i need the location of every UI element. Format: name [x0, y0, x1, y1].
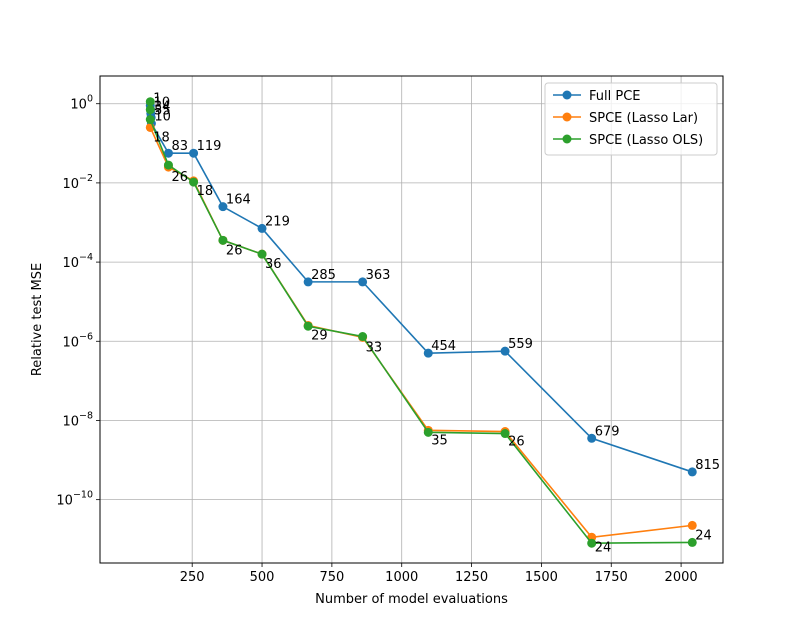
y-tick-label: 10−10: [56, 490, 93, 509]
data-label: 18: [153, 130, 170, 145]
data-point: [257, 223, 267, 233]
data-point: [189, 148, 199, 158]
legend-label: SPCE (Lasso OLS): [589, 133, 703, 148]
data-point: [218, 202, 228, 212]
x-tick-label: 250: [180, 570, 205, 585]
data-label: 219: [265, 214, 290, 229]
data-point: [145, 105, 155, 115]
legend-marker: [562, 90, 572, 100]
data-point: [423, 427, 433, 437]
legend-label: Full PCE: [589, 89, 641, 104]
data-label: 26: [508, 435, 525, 450]
x-tick-label: 1250: [455, 570, 488, 585]
grid: [100, 76, 723, 563]
data-point: [423, 348, 433, 358]
data-point: [303, 321, 313, 331]
x-tick-label: 500: [250, 570, 275, 585]
y-axis-label: Relative test MSE: [30, 263, 45, 376]
x-axis-label: Number of model evaluations: [315, 592, 508, 607]
data-label: 55: [154, 104, 171, 119]
data-label: 26: [171, 170, 188, 185]
legend-item: SPCE (Lasso Lar): [553, 111, 698, 126]
y-tick-label: 100: [70, 94, 93, 113]
data-point: [145, 115, 155, 125]
data-label: 24: [695, 528, 712, 543]
data-point: [145, 97, 155, 107]
data-label: 36: [265, 257, 282, 272]
data-label: 18: [197, 184, 214, 199]
data-label: 119: [197, 139, 222, 154]
data-label: 10: [154, 96, 171, 111]
legend-marker: [562, 134, 572, 144]
data-label: 559: [508, 337, 533, 352]
data-point: [218, 235, 228, 245]
y-tick-label: 10−6: [62, 331, 93, 350]
data-label: 164: [226, 193, 251, 208]
axis-ticks: 250 500 750 1000 1250 1500 1750 2000 100 10−2 10−4…: [56, 94, 697, 585]
data-point: [687, 520, 697, 530]
legend-label: SPCE (Lasso Lar): [589, 111, 698, 126]
data-label: 454: [431, 339, 456, 354]
data-label: 29: [311, 328, 328, 343]
x-tick-label: 2000: [665, 570, 698, 585]
data-point: [257, 249, 267, 259]
data-point: [500, 346, 510, 356]
plot-frame: [99, 75, 724, 564]
data-label: 10: [154, 110, 171, 125]
x-tick-label: 1500: [525, 570, 558, 585]
data-label: 34: [154, 100, 171, 115]
series-spce-lasso-ols: [145, 97, 697, 548]
legend-item: SPCE (Lasso OLS): [553, 133, 703, 148]
data-point: [500, 429, 510, 439]
series: [145, 97, 697, 548]
data-point: [358, 332, 368, 342]
data-label: 679: [595, 424, 620, 439]
data-point: [587, 433, 597, 443]
data-label: 24: [595, 540, 612, 555]
data-point: [358, 277, 368, 287]
legend-box: [544, 82, 718, 156]
data-point: [303, 277, 313, 287]
data-point: [163, 160, 173, 170]
data-point: [189, 177, 199, 187]
legend-marker: [562, 112, 572, 122]
data-label: 35: [431, 433, 448, 448]
data-label: 363: [366, 268, 391, 283]
legend: Full PCE SPCE (Lasso Lar) SPCE (Lasso OLS): [544, 82, 718, 156]
y-tick-label: 10−4: [62, 252, 93, 271]
data-label: 26: [226, 243, 243, 258]
data-point: [687, 537, 697, 547]
data-label: 1: [153, 92, 161, 107]
data-label: 285: [311, 268, 336, 283]
data-point: [163, 148, 173, 158]
data-label: 83: [171, 139, 188, 154]
data-point: [687, 467, 697, 477]
data-label: 815: [695, 458, 720, 473]
data-point: [587, 538, 597, 548]
x-tick-label: 1000: [385, 570, 418, 585]
x-tick-label: 1750: [595, 570, 628, 585]
y-tick-label: 10−8: [62, 410, 93, 429]
x-tick-label: 750: [319, 570, 344, 585]
data-label: 33: [366, 340, 383, 355]
y-tick-label: 10−2: [62, 173, 93, 192]
legend-item: Full PCE: [553, 89, 641, 104]
